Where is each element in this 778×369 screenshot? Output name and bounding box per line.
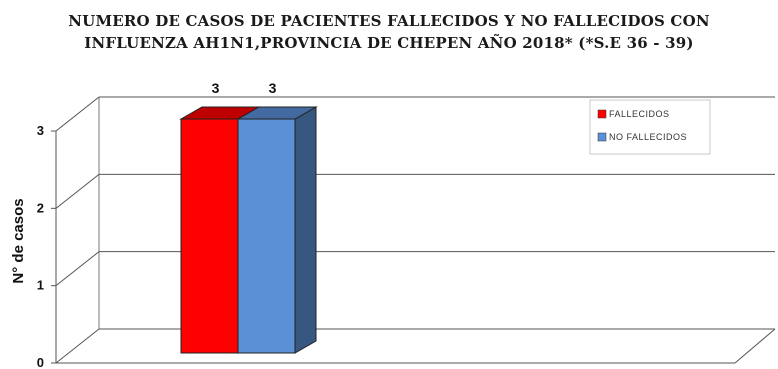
data-label-no-fallecidos: 3 [269, 80, 277, 96]
y-tick-label: 0 [37, 355, 44, 369]
plot-walls [55, 97, 776, 364]
y-axis-label: N° de casos [10, 198, 27, 283]
gridline-diagonal [55, 328, 100, 364]
y-tick-label: 3 [37, 123, 44, 138]
legend-swatch-no-fallecidos [597, 132, 607, 142]
y-tick-label: 2 [37, 200, 44, 215]
gridline-diagonal [55, 96, 100, 132]
legend: FALLECIDOS NO FALLECIDOS [589, 99, 711, 155]
floor-right-edge [734, 328, 776, 364]
legend-label-fallecidos: FALLECIDOS [609, 109, 670, 119]
legend-label-no-fallecidos: NO FALLECIDOS [609, 132, 687, 142]
y-tick-label: 1 [37, 278, 44, 293]
bar-side-no-fallecidos [294, 106, 317, 354]
bar-no-fallecidos [237, 118, 296, 354]
legend-box [589, 99, 711, 155]
gridline-diagonal [55, 251, 100, 287]
bar-fallecidos [180, 118, 239, 354]
chart-title-line-1: NUMERO DE CASOS DE PACIENTES FALLECIDOS … [68, 12, 710, 30]
chart-title-line-2: INFLUENZA AH1N1,PROVINCIA DE CHEPEN AÑO … [84, 34, 694, 52]
y-axis-ticks: 0 1 2 3 [37, 123, 56, 369]
legend-swatch-fallecidos [597, 109, 607, 119]
bars [179, 106, 318, 354]
gridline-diagonal [55, 173, 100, 209]
data-label-fallecidos: 3 [212, 80, 220, 96]
